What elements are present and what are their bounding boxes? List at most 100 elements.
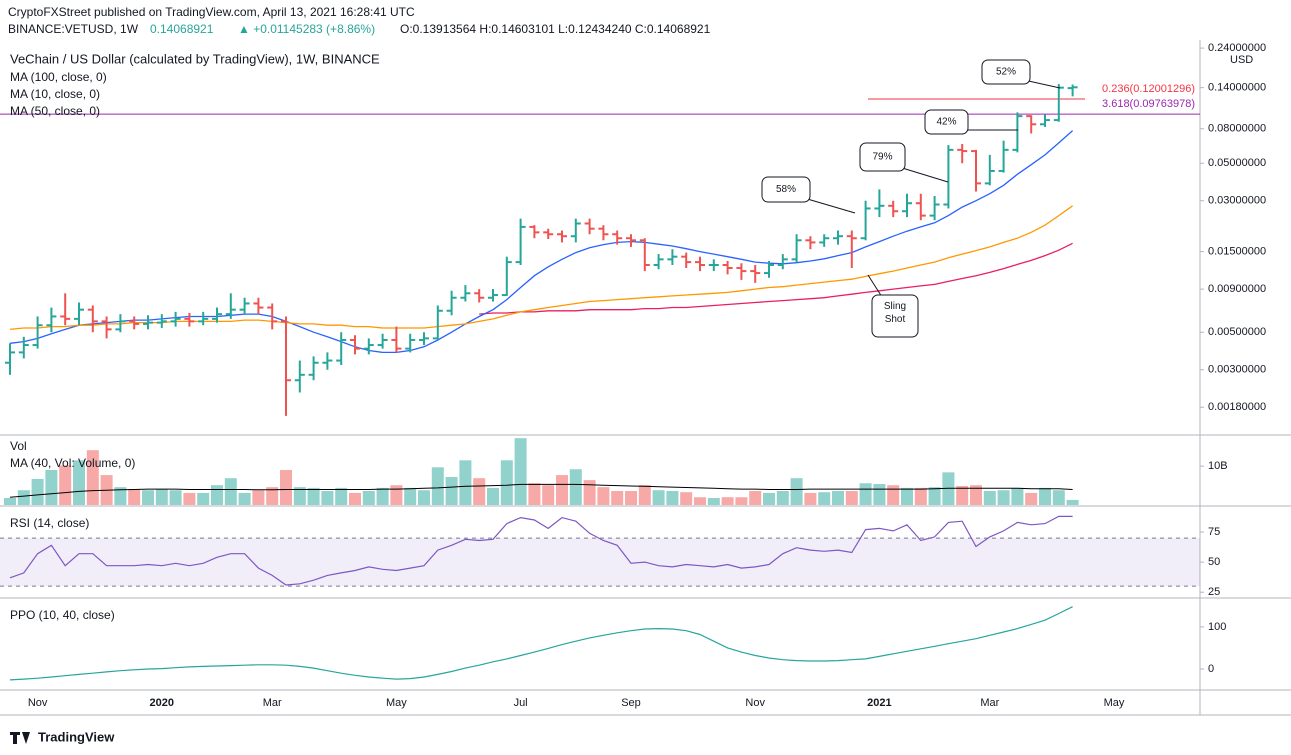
- x-tick-label: Jul: [514, 697, 528, 709]
- volume-bar: [1011, 487, 1024, 505]
- publisher: CryptoFXStreet published on TradingView.…: [8, 5, 415, 19]
- volume-bar: [763, 492, 775, 505]
- callout-box: [761, 176, 811, 203]
- legend-entry: MA (50, close, 0): [10, 104, 100, 118]
- volume-bar: [956, 485, 969, 505]
- volume-bar: [142, 490, 154, 505]
- volume-bar: [735, 497, 748, 505]
- volume-bar: [293, 487, 306, 505]
- volume-bar: [362, 491, 375, 505]
- y-tick-label: 0: [1208, 663, 1214, 675]
- volume-bar: [694, 497, 706, 505]
- callout-pointer: [898, 166, 949, 183]
- volume-bar: [749, 491, 762, 505]
- y-tick-label: 0.01500000: [1208, 246, 1266, 258]
- volume-bar: [459, 460, 472, 505]
- volume-bar: [45, 470, 58, 505]
- last-price: 0.14068921: [150, 22, 214, 36]
- volume-bar: [86, 450, 99, 505]
- chart-title: VeChain / US Dollar (calculated by Tradi…: [10, 51, 380, 66]
- volume-bar: [625, 491, 637, 505]
- volume-bar: [997, 490, 1010, 505]
- volume-bar: [4, 498, 16, 505]
- volume-bar: [238, 492, 251, 505]
- volume-bar: [128, 489, 141, 505]
- y-tick-label: 0.00900000: [1208, 283, 1266, 295]
- callout-box: [981, 59, 1031, 85]
- rsi-band: [0, 538, 1200, 587]
- volume-bar: [832, 491, 844, 505]
- y-tick-label: 0.24000000: [1208, 42, 1266, 54]
- y-tick-label: 0.03000000: [1208, 195, 1266, 207]
- x-tick-label: 2020: [150, 697, 174, 709]
- volume-bar: [183, 492, 196, 505]
- callout-pointer: [867, 274, 883, 298]
- volume-bar: [528, 483, 541, 505]
- volume-bar: [1066, 499, 1079, 505]
- y-tick-label: 0.00180000: [1208, 401, 1266, 413]
- volume-bar: [211, 485, 223, 505]
- fib-label: 0.236(0.12001296): [1102, 83, 1195, 95]
- volume-bar: [666, 491, 679, 505]
- volume-bar: [404, 487, 417, 505]
- volume-bar: [845, 491, 858, 505]
- volume-bar: [17, 490, 30, 505]
- x-tick-label: 2021: [867, 697, 891, 709]
- volume-bar: [431, 467, 444, 505]
- callout-text: Sling Shot: [883, 301, 907, 325]
- volume-bar: [928, 487, 941, 505]
- volume-bar: [611, 491, 624, 505]
- volume-bar: [556, 475, 568, 505]
- volume-bar: [680, 492, 693, 505]
- callout-box: [924, 109, 969, 135]
- volume-bar: [597, 487, 610, 505]
- callout-box: [859, 142, 906, 172]
- volume-bar: [583, 480, 596, 505]
- volume-bar: [155, 489, 168, 505]
- volume-bar: [349, 492, 361, 505]
- volume-bar: [335, 487, 348, 505]
- volume-bar: [224, 478, 237, 505]
- volume-bar: [169, 490, 182, 505]
- ma-line: [9, 130, 1074, 354]
- y-tick-label: 10B: [1208, 460, 1228, 472]
- y-tick-label: 0.08000000: [1208, 123, 1266, 135]
- y-tick-label: 50: [1208, 556, 1220, 568]
- callout-pointer: [803, 197, 856, 214]
- volume-bar: [873, 484, 886, 505]
- volume-bar: [73, 460, 85, 505]
- volume-bar: [887, 485, 900, 505]
- x-tick-label: Mar: [263, 697, 282, 709]
- volume-bar: [1039, 487, 1051, 505]
- volume-bar: [721, 497, 734, 505]
- x-tick-label: Nov: [745, 697, 765, 709]
- ma-line: [9, 205, 1073, 331]
- y-tick-label: 100: [1208, 621, 1226, 633]
- x-tick-label: Sep: [621, 697, 641, 709]
- legend-entry: MA (10, close, 0): [10, 87, 100, 101]
- indicator-line: [9, 515, 1073, 586]
- volume-bar: [114, 487, 127, 505]
- volume-bar: [983, 491, 996, 505]
- volume-bar: [859, 483, 872, 505]
- change: ▲ +0.01145283 (+8.86%): [238, 22, 375, 36]
- symbol: BINANCE:VETUSD, 1W: [8, 22, 139, 36]
- callout-text: 42%: [936, 117, 956, 128]
- volume-bar: [500, 460, 513, 505]
- y-tick-label: 0.00300000: [1208, 364, 1266, 376]
- volume-bar: [804, 492, 817, 505]
- y-tick-label: 0.14000000: [1208, 82, 1266, 94]
- callout-text: 58%: [776, 184, 796, 195]
- x-tick-label: Nov: [28, 697, 48, 709]
- volume-bar: [418, 490, 430, 505]
- volume-ma: [9, 483, 1073, 498]
- volume-bar: [542, 485, 555, 505]
- volume-bar: [776, 491, 789, 505]
- volume-bar: [390, 485, 403, 505]
- volume-bar: [266, 487, 279, 505]
- legend-entry: MA (100, close, 0): [10, 70, 107, 84]
- volume-bar: [514, 438, 527, 505]
- callout-text: 52%: [996, 67, 1016, 78]
- volume-bar: [487, 487, 499, 505]
